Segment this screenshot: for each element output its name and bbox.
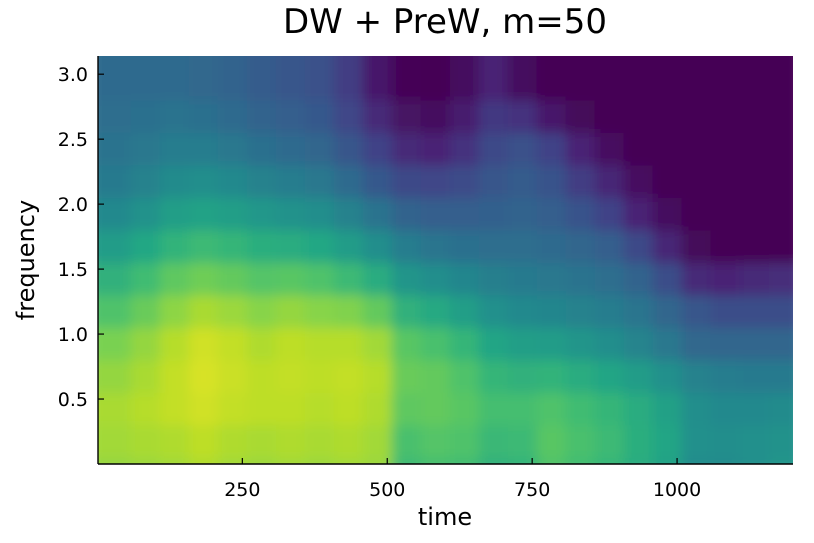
x-tick-label: 750	[514, 479, 550, 501]
x-axis-label: time	[418, 503, 472, 531]
y-axis-label: frequency	[12, 200, 40, 320]
y-tick-label: 2.5	[58, 129, 88, 151]
plot-area	[98, 56, 793, 464]
y-tick-label: 1.5	[58, 259, 88, 281]
x-axis-ticks: 250 500 750 1000	[224, 458, 701, 501]
x-tick-label: 500	[369, 479, 405, 501]
y-axis-ticks: 0.5 1.0 1.5 2.0 2.5 3.0	[58, 64, 104, 411]
x-tick-label: 1000	[653, 479, 701, 501]
y-tick-label: 3.0	[58, 64, 88, 86]
y-tick-label: 0.5	[58, 389, 88, 411]
y-tick-label: 1.0	[58, 324, 88, 346]
y-tick-label: 2.0	[58, 194, 88, 216]
chart-title: DW + PreW, m=50	[283, 2, 607, 42]
heatmap-cells	[98, 56, 793, 464]
heatmap-cell	[768, 56, 793, 76]
x-tick-label: 250	[224, 479, 260, 501]
